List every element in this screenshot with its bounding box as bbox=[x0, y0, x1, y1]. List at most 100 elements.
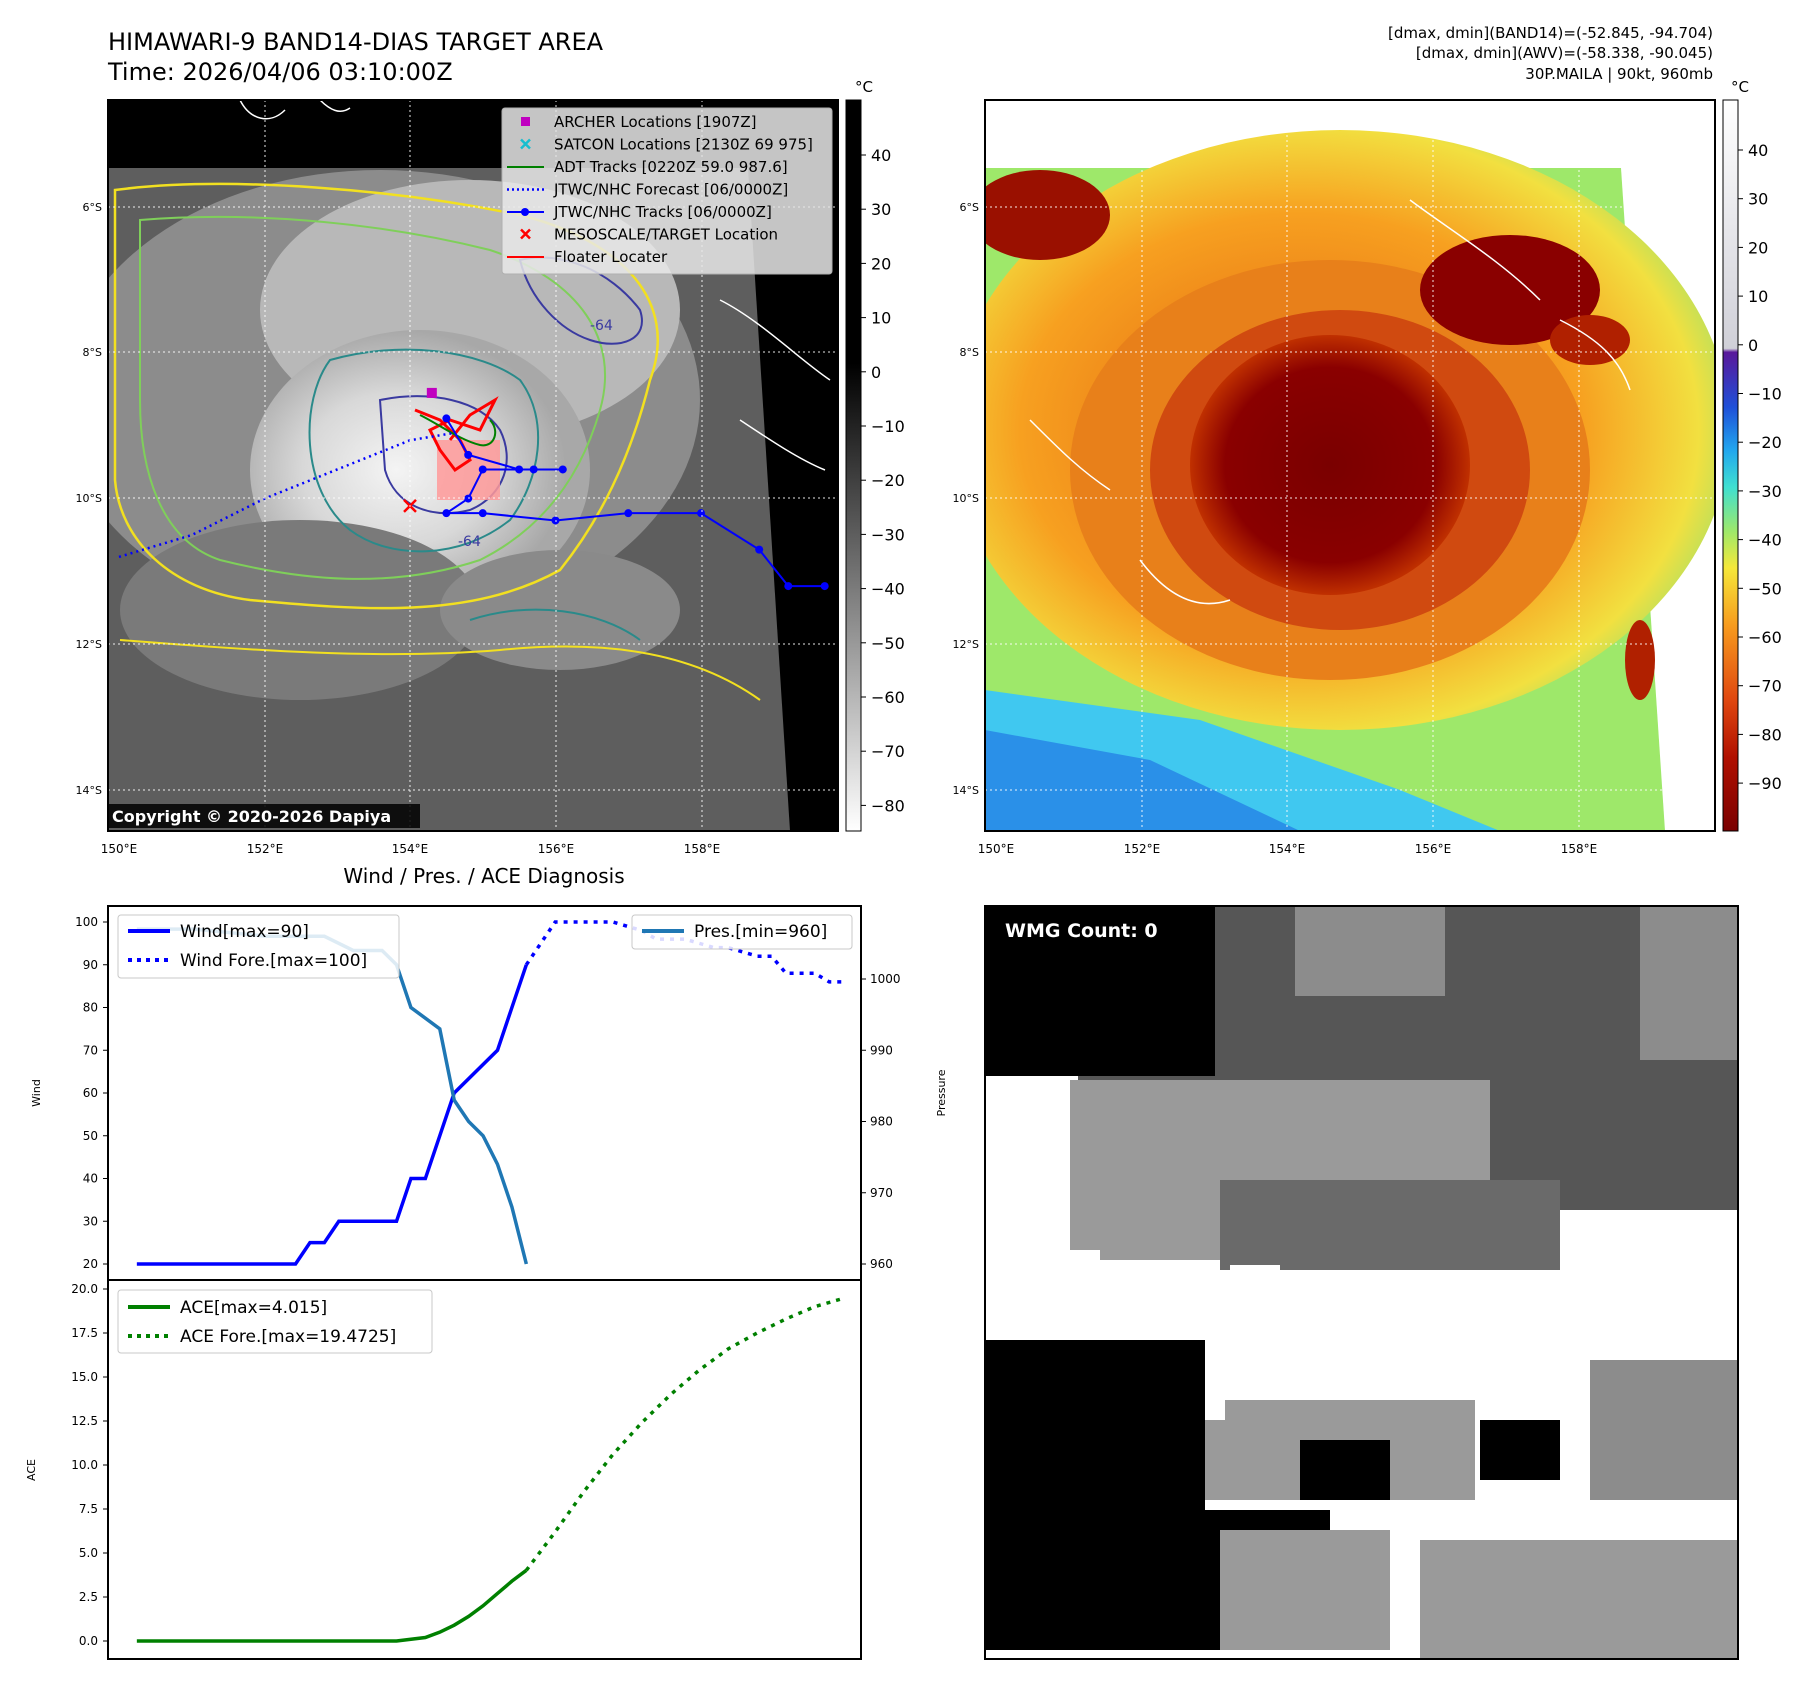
lon-label: 152°E bbox=[247, 842, 284, 856]
legend-marker bbox=[521, 117, 530, 126]
y-tick-label: 12.5 bbox=[71, 1414, 98, 1428]
y-tick-label: 5.0 bbox=[79, 1546, 98, 1560]
lat-label: 10°S bbox=[76, 492, 102, 505]
colorbar-tick-label: 40 bbox=[1748, 141, 1768, 160]
colorbar-tick-label: 0 bbox=[1748, 336, 1758, 355]
colorbar-tick-label: −20 bbox=[1748, 433, 1782, 452]
legend-label: MESOSCALE/TARGET Location bbox=[554, 226, 778, 244]
jtwc-track-point bbox=[755, 545, 764, 554]
jtwc-track-point bbox=[442, 509, 451, 518]
y-tick-right-label: 1000 bbox=[870, 972, 901, 986]
contour-label: -64 bbox=[590, 318, 613, 334]
colorbar-tick-label: −20 bbox=[871, 471, 905, 490]
lon-label: 150°E bbox=[978, 842, 1015, 856]
legend-marker bbox=[520, 228, 531, 240]
series-line-wind bbox=[136, 964, 528, 1266]
map-time: Time: 2026/04/06 03:10:00Z bbox=[107, 58, 453, 86]
ace-chart: ACE 20.0 17.5 15.0 12.5 10.0 7.5 5.0 2.5 0.0 ACE… bbox=[25, 1279, 862, 1660]
ace-line bbox=[136, 1568, 528, 1643]
colorbar-tick-label: −10 bbox=[871, 417, 905, 436]
lat-label: 10°S bbox=[953, 492, 979, 505]
contour-label: -64 bbox=[458, 534, 481, 550]
y-tick-label: 10.0 bbox=[71, 1458, 98, 1472]
legend-label: Pres.[min=960] bbox=[694, 922, 827, 942]
legend-label: ARCHER Locations [1907Z] bbox=[554, 113, 757, 131]
colorbar-tick-label: −80 bbox=[1748, 725, 1782, 744]
lon-label: 158°E bbox=[1561, 842, 1598, 856]
bw-colorbar: °C 40 30 20 10 0 −10 −20 −30 −40 −50 −60 −70 −80 bbox=[845, 78, 905, 832]
lat-label: 12°S bbox=[953, 638, 979, 651]
map-title: HIMAWARI-9 BAND14-DIAS TARGET AREA bbox=[108, 28, 604, 56]
legend-label: Wind Fore.[max=100] bbox=[180, 951, 367, 971]
info-line-3: 30P.MAILA | 90kt, 960mb bbox=[1525, 65, 1713, 83]
jtwc-track-point bbox=[464, 494, 473, 503]
y-tick-label: 40 bbox=[83, 1172, 98, 1186]
y-tick-right-label: 990 bbox=[870, 1043, 893, 1057]
jtwc-track-point bbox=[558, 465, 567, 474]
legend-label: Floater Locater bbox=[554, 248, 668, 266]
wind-pressure-chart: Wind Pressure 100 90 80 70 60 50 40 30 20 1000 990… bbox=[30, 905, 948, 1281]
lon-label: 154°E bbox=[1269, 842, 1306, 856]
colorbar-tick-label: 30 bbox=[871, 200, 891, 219]
wind-axis-label: Wind bbox=[30, 1079, 43, 1107]
jtwc-track-point bbox=[697, 509, 705, 518]
jtwc-track-point bbox=[784, 582, 793, 591]
y-tick-label: 7.5 bbox=[79, 1502, 98, 1516]
pressure-axis-label: Pressure bbox=[935, 1069, 948, 1116]
y-tick-label: 50 bbox=[83, 1129, 98, 1143]
legend-marker bbox=[520, 138, 531, 150]
wmg-panel: WMG Count: 0 bbox=[984, 905, 1739, 1660]
colorbar-tick-label: −50 bbox=[871, 634, 905, 653]
colorbar-tick-label: −80 bbox=[871, 796, 905, 815]
colorbar-tick-label: −50 bbox=[1748, 579, 1782, 598]
lat-label: 12°S bbox=[76, 638, 102, 651]
colorbar-tick-label: 10 bbox=[1748, 287, 1768, 306]
y-tick-right-label: 980 bbox=[870, 1115, 893, 1129]
colorbar-tick-label: 10 bbox=[871, 309, 891, 328]
y-tick-label: 20.0 bbox=[71, 1282, 98, 1296]
y-tick-label: 80 bbox=[83, 1001, 98, 1015]
y-tick-label: 100 bbox=[75, 915, 98, 929]
colorbar-tick-label: −30 bbox=[871, 525, 905, 544]
legend-label: JTWC/NHC Forecast [06/0000Z] bbox=[553, 181, 788, 199]
lon-label: 156°E bbox=[1415, 842, 1452, 856]
colorbar-tick-label: −60 bbox=[871, 688, 905, 707]
ace-forecast-line bbox=[524, 1296, 845, 1572]
pressure-legend: Pres.[min=960] bbox=[631, 914, 853, 950]
lat-label: 6°S bbox=[83, 201, 102, 214]
jtwc-track-point bbox=[820, 582, 829, 591]
colorbar-tick-label: −10 bbox=[1748, 385, 1782, 404]
colorbar-unit: °C bbox=[855, 78, 873, 96]
jtwc-track-point bbox=[464, 450, 473, 459]
colorbar-tick-label: −60 bbox=[1748, 628, 1782, 647]
colorbar-unit: °C bbox=[1731, 78, 1749, 96]
legend-marker bbox=[521, 208, 529, 216]
map-legend: ARCHER Locations [1907Z] SATCON Locations… bbox=[501, 107, 833, 275]
y-tick-right-label: 970 bbox=[870, 1186, 893, 1200]
color-colorbar: °C 40 30 20 10 0 −10 −20 −30 −40 −50 −60 −70 −80 −90 bbox=[1722, 78, 1782, 832]
colorbar-tick-label: −30 bbox=[1748, 482, 1782, 501]
info-line-2: [dmax, dmin](AWV)=(-58.338, -90.045) bbox=[1416, 44, 1713, 62]
colorbar-tick-label: 0 bbox=[871, 363, 881, 382]
jtwc-track-point bbox=[515, 465, 524, 474]
wind-legend: Wind[max=90] Wind Fore.[max=100] bbox=[117, 914, 400, 979]
legend-label: ACE Fore.[max=19.4725] bbox=[180, 1327, 396, 1347]
copyright-text: Copyright © 2020-2026 Dapiya bbox=[112, 807, 391, 826]
info-line-1: [dmax, dmin](BAND14)=(-52.845, -94.704) bbox=[1388, 24, 1713, 42]
colorbar-tick-label: 20 bbox=[1748, 238, 1768, 257]
wmg-count: WMG Count: 0 bbox=[1005, 920, 1158, 942]
ace-axis-label: ACE bbox=[25, 1459, 38, 1481]
jtwc-track-point bbox=[624, 509, 633, 518]
colorbar-tick-label: −70 bbox=[1748, 677, 1782, 696]
legend-label: ACE[max=4.015] bbox=[180, 1298, 327, 1318]
lat-label: 14°S bbox=[76, 784, 102, 797]
lon-label: 154°E bbox=[392, 842, 429, 856]
diagnosis-title: Wind / Pres. / ACE Diagnosis bbox=[343, 864, 624, 888]
lon-label: 152°E bbox=[1124, 842, 1161, 856]
lat-label: 14°S bbox=[953, 784, 979, 797]
colorbar-tick-label: 30 bbox=[1748, 190, 1768, 209]
y-tick-label: 90 bbox=[83, 958, 98, 972]
colorbar-tick-label: −90 bbox=[1748, 774, 1782, 793]
jtwc-track-point bbox=[478, 465, 487, 474]
